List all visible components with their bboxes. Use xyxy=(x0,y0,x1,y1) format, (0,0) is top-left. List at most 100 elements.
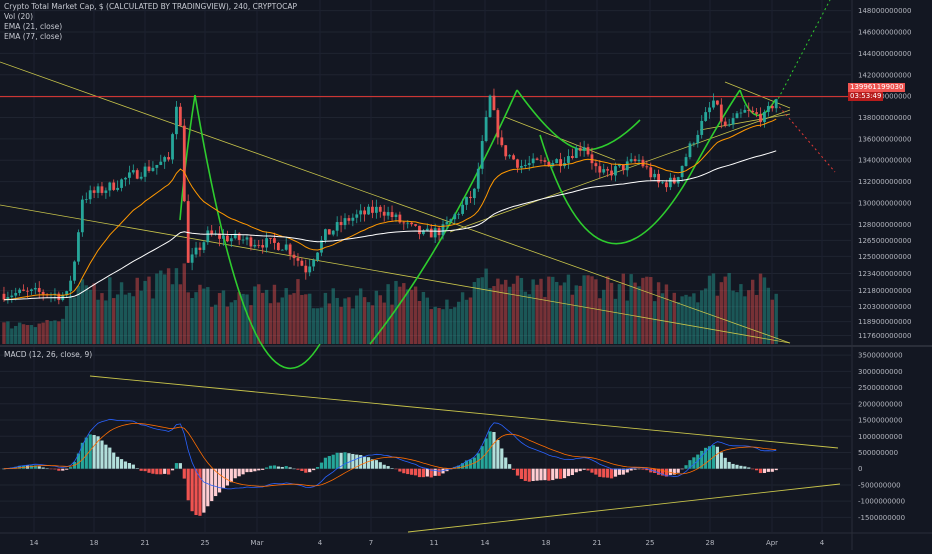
macd-histogram-bar xyxy=(131,464,135,469)
macd-histogram-bar xyxy=(715,446,719,469)
macd-histogram-bar xyxy=(433,468,437,476)
volume-bar xyxy=(500,284,504,344)
volume-bar xyxy=(535,284,539,344)
macd-tick-label: -1000000000 xyxy=(858,498,905,506)
time-tick-label: Mar xyxy=(250,539,263,547)
macd-histogram-bar xyxy=(492,432,496,469)
macd-histogram-bar xyxy=(751,468,755,470)
volume-bar xyxy=(339,306,343,344)
candle-body xyxy=(735,113,739,119)
volume-bar xyxy=(10,328,14,344)
volume-bar xyxy=(492,286,496,344)
macd-histogram-bar xyxy=(268,465,273,469)
macd-histogram-bar xyxy=(402,468,406,474)
candle-body xyxy=(700,120,704,135)
indicator-ema21[interactable]: EMA (21, close) xyxy=(4,22,63,31)
macd-tick-label: 0 xyxy=(858,465,862,473)
macd-histogram-bar xyxy=(692,457,696,469)
volume-bar xyxy=(331,288,335,344)
volume-bar xyxy=(539,278,543,344)
candle-body xyxy=(190,254,194,263)
price-tick-label: 134000000000 xyxy=(858,157,911,165)
candle-body xyxy=(457,213,461,215)
candle-body xyxy=(731,118,735,125)
indicator-vol[interactable]: Vol (20) xyxy=(4,12,34,21)
volume-bar xyxy=(221,290,226,344)
ema77-line xyxy=(3,150,777,301)
candle-body xyxy=(578,147,582,151)
candle-body xyxy=(226,235,229,242)
volume-bar xyxy=(147,276,151,344)
bear-projection xyxy=(775,102,836,173)
volume-bar xyxy=(49,321,53,344)
macd-histogram-bar xyxy=(221,468,226,489)
volume-bar xyxy=(511,283,516,344)
volume-bar xyxy=(562,282,567,344)
volume-bar xyxy=(355,295,359,344)
macd-histogram-bar xyxy=(186,468,190,501)
price-tick-label: 142000000000 xyxy=(858,71,911,79)
volume-bar xyxy=(217,293,222,344)
macd-histogram-bar xyxy=(214,468,218,497)
candle-body xyxy=(296,258,300,261)
candle-body xyxy=(237,233,241,240)
volume-bar xyxy=(237,292,241,344)
volume-bar xyxy=(645,276,649,344)
macd-histogram-bar xyxy=(112,452,116,469)
volume-bar xyxy=(602,289,606,344)
candle-body xyxy=(96,186,100,193)
candle-body xyxy=(308,266,312,273)
volume-bar xyxy=(84,285,88,344)
volume-bar xyxy=(374,290,379,344)
macd-histogram-bar xyxy=(606,468,610,478)
volume-bar xyxy=(672,292,676,344)
volume-bar xyxy=(284,288,288,344)
volume-bar xyxy=(641,277,645,344)
candle-body xyxy=(637,159,641,162)
macd-histogram-bar xyxy=(18,465,22,469)
volume-bar xyxy=(421,291,426,344)
volume-bar xyxy=(464,299,469,344)
candle-body xyxy=(304,265,308,273)
volume-bar xyxy=(390,304,394,344)
macd-histogram-bar xyxy=(245,468,249,473)
volume-bar xyxy=(472,282,477,344)
volume-bar xyxy=(668,301,673,344)
time-tick-label: 14 xyxy=(30,539,39,547)
volume-bar xyxy=(468,297,473,344)
macd-histogram-bar xyxy=(417,468,422,478)
candle-body xyxy=(14,292,18,296)
volume-bar xyxy=(523,291,528,344)
volume-bar xyxy=(351,308,355,344)
macd-title[interactable]: MACD (12, 26, close, 9) xyxy=(4,350,93,359)
volume-bar xyxy=(574,285,578,344)
macd-histogram-bar xyxy=(135,468,139,469)
indicator-ema77[interactable]: EMA (77, close) xyxy=(4,32,63,41)
macd-histogram-bar xyxy=(719,452,723,469)
volume-bar xyxy=(268,303,273,344)
volume-bar xyxy=(190,298,194,344)
volume-bar xyxy=(719,282,724,344)
candle-body xyxy=(288,244,292,255)
volume-bar xyxy=(543,296,547,344)
volume-bar xyxy=(108,277,112,344)
volume-bar xyxy=(135,277,139,344)
candle-body xyxy=(194,247,198,255)
volume-bar xyxy=(554,281,559,344)
macd-histogram-bar xyxy=(668,468,672,475)
macd-histogram-bar xyxy=(61,468,65,471)
candle-body xyxy=(331,230,335,235)
macd-histogram-bar xyxy=(351,453,355,469)
candle-body xyxy=(645,166,649,168)
macd-histogram-bar xyxy=(566,468,571,477)
volume-bar xyxy=(378,295,382,344)
candle-body xyxy=(727,124,731,126)
ascending-trendline xyxy=(449,109,791,233)
candle-body xyxy=(516,159,519,168)
candle-body xyxy=(649,167,653,178)
candle-body xyxy=(594,163,598,167)
macd-histogram-bar xyxy=(425,468,429,477)
time-tick-label: 25 xyxy=(201,539,210,547)
